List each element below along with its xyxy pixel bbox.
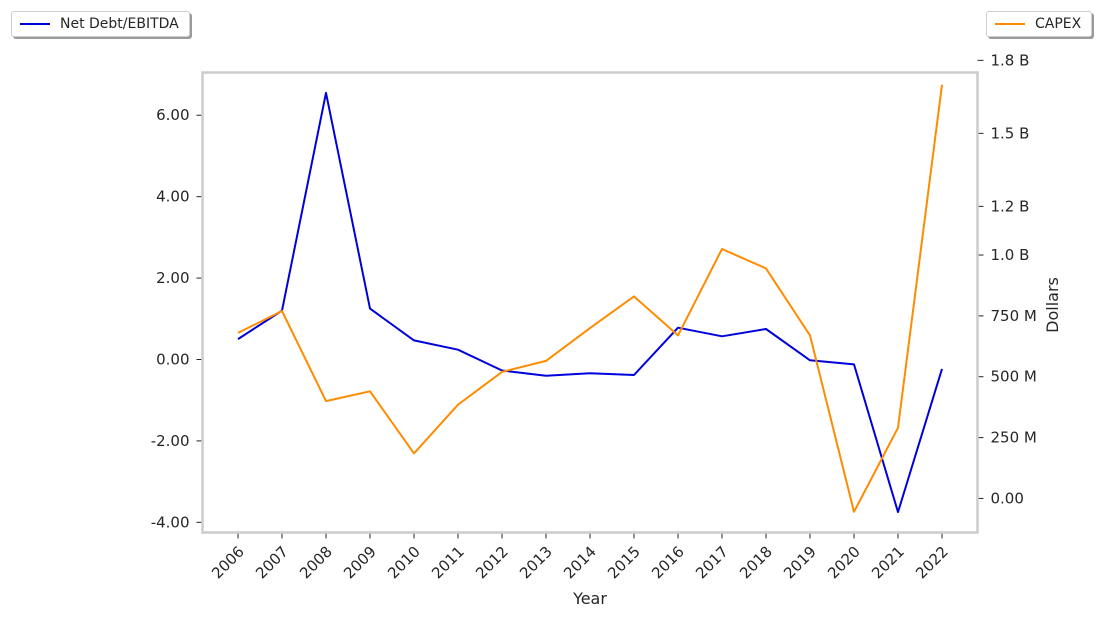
right-tick-label: 0.00 xyxy=(991,489,1024,507)
x-tick-label: 2009 xyxy=(340,543,380,583)
right-tick-label: 1.2 B xyxy=(991,197,1030,215)
x-tick-label: 2018 xyxy=(736,543,776,583)
x-tick-label: 2006 xyxy=(208,543,248,583)
x-tick-label: 2015 xyxy=(604,543,644,583)
x-tick-label: 2012 xyxy=(472,543,512,583)
left-tick-label: 4.00 xyxy=(156,188,189,206)
left-tick-label: 6.00 xyxy=(156,106,189,124)
x-tick-label: 2010 xyxy=(384,543,424,583)
legend-swatch-capex xyxy=(995,23,1025,25)
plot-frame xyxy=(201,71,979,534)
right-tick-label: 750 M xyxy=(991,307,1037,325)
legend-capex: CAPEX xyxy=(986,11,1093,37)
x-tick-label: 2014 xyxy=(560,543,600,583)
x-tick-label: 2016 xyxy=(648,543,688,583)
x-tick-label: 2017 xyxy=(692,543,732,583)
x-tick-label: 2008 xyxy=(296,543,336,583)
x-tick-label: 2013 xyxy=(516,543,556,583)
x-tick-label: 2021 xyxy=(868,543,908,583)
right-tick-label: 500 M xyxy=(991,368,1037,386)
x-tick-label: 2020 xyxy=(824,543,864,583)
series-line-net-debt-ebitda xyxy=(237,91,943,514)
x-tick-label: 2019 xyxy=(780,543,820,583)
x-axis-label: Year xyxy=(572,589,607,608)
series-layer xyxy=(237,84,943,514)
x-tick-label: 2022 xyxy=(912,543,952,583)
right-tick-label: 1.0 B xyxy=(991,246,1030,264)
legend-net-debt: Net Debt/EBITDA xyxy=(11,11,190,37)
right-tick-label: 250 M xyxy=(991,429,1037,447)
right-axis: 1.8 B 1.5 B 1.2 B 1.0 B 750 M 500 M 250 M 0.00 xyxy=(977,51,1037,507)
legend-label-net-debt: Net Debt/EBITDA xyxy=(60,16,179,32)
right-tick-label: 1.5 B xyxy=(991,124,1030,142)
legend-swatch-net-debt xyxy=(20,23,50,25)
right-tick-label: 1.8 B xyxy=(991,51,1030,69)
right-axis-label: Dollars xyxy=(1043,277,1062,333)
legend-label-capex: CAPEX xyxy=(1035,16,1082,32)
left-tick-label: 0.00 xyxy=(156,350,189,368)
left-tick-label: -2.00 xyxy=(151,432,190,450)
x-tick-label: 2007 xyxy=(252,543,292,583)
left-tick-label: 2.00 xyxy=(156,269,189,287)
x-tick-label: 2011 xyxy=(428,543,468,583)
left-axis: 6.00 4.00 2.00 0.00 -2.00 -4.00 xyxy=(151,106,203,531)
left-tick-label: -4.00 xyxy=(151,513,190,531)
x-axis: 2006 2007 2008 2009 2010 2011 2012 2013 2014 2015… xyxy=(208,532,952,583)
series-line-capex xyxy=(237,84,943,513)
